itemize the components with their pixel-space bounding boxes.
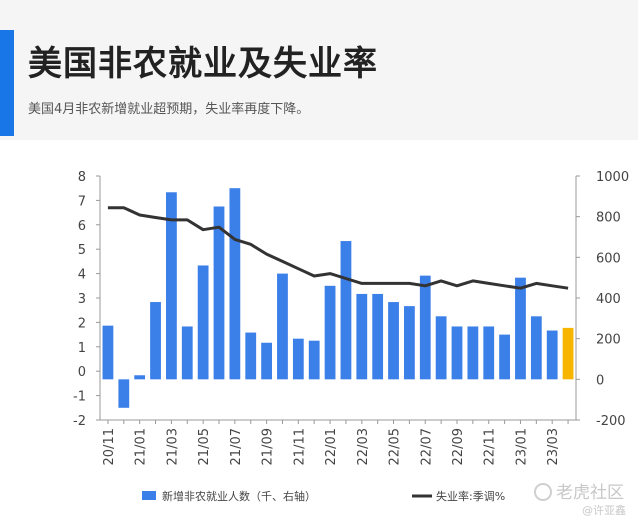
x-tick-label: 21/07 (229, 428, 244, 465)
bar (229, 188, 241, 380)
y-right-tick-label: 0 (596, 373, 604, 388)
bar (530, 316, 542, 380)
bar (324, 285, 336, 380)
bar (483, 326, 495, 380)
bar (419, 275, 431, 380)
watermark-logo-icon (534, 483, 552, 501)
x-tick-label: 22/01 (324, 428, 339, 465)
x-tick-label: 22/07 (419, 428, 434, 465)
x-tick-label: 23/03 (546, 428, 561, 465)
bar (308, 340, 320, 380)
y-left-tick-label: 7 (78, 194, 86, 209)
y-left-tick-label: 5 (78, 243, 86, 258)
bar (166, 192, 177, 380)
x-tick-label: 22/05 (388, 428, 403, 465)
chart: 8 7 6 5 4 3 2 1 0 -1 -2 1000 800 600 400 200 0 -200 20/11 2… (73, 170, 629, 503)
x-tick-label: 21/03 (165, 428, 180, 465)
page-subtitle: 美国4月非农新增就业超预期，失业率再度下降。 (28, 102, 310, 117)
bar (515, 277, 526, 380)
bar (150, 302, 161, 380)
y-right-tick-label: 800 (596, 211, 621, 226)
x-tick-label: 21/09 (261, 428, 276, 465)
x-tick-label: 22/11 (483, 428, 498, 465)
x-tick-label: 23/01 (514, 428, 529, 465)
bar (499, 334, 510, 380)
y-left-tick-label: 4 (78, 268, 86, 283)
bar (372, 293, 384, 380)
bar (245, 332, 257, 380)
watermark-text: 老虎社区 (556, 483, 624, 503)
y-left-tick-label: 8 (78, 170, 86, 185)
y-right-tick-label: 200 (596, 333, 621, 348)
unemployment-line (107, 206, 569, 290)
legend-bar-label: 新增非农就业人数（千、右轴） (162, 489, 316, 503)
bar (467, 326, 479, 380)
x-tick-label: 21/01 (134, 428, 149, 465)
bar (451, 326, 463, 380)
bar (134, 375, 146, 380)
bar (404, 306, 415, 380)
y-right-tick-label: 1000 (596, 170, 629, 185)
watermark-sub: @许亚鑫 (582, 504, 626, 517)
x-tick-label: 21/11 (292, 428, 307, 465)
watermark: 老虎社区 (534, 478, 624, 503)
x-tick-label: 22/03 (356, 428, 371, 465)
y-right-tick-label: -200 (596, 414, 626, 429)
bar (118, 379, 130, 408)
header-band (0, 0, 638, 140)
bar (340, 241, 352, 380)
bar (261, 342, 272, 380)
y-left-tick-label: 2 (78, 316, 86, 331)
bar (197, 265, 209, 380)
y-left-tick-label: 6 (78, 219, 86, 234)
bar (102, 325, 114, 380)
y-left-tick-label: 1 (78, 341, 86, 356)
x-tick-label: 20/11 (102, 428, 117, 465)
bar (181, 326, 193, 380)
y-left-tick-label: -1 (73, 390, 86, 405)
bar (435, 316, 447, 380)
bar-highlight (562, 327, 574, 380)
x-tick-label: 22/09 (451, 428, 466, 465)
y-right-tick-label: 400 (596, 292, 621, 307)
y-left-tick-label: 3 (78, 292, 86, 307)
y-left-tick-label: 0 (78, 365, 86, 380)
y-right-tick-label: 600 (596, 251, 621, 266)
bar (213, 206, 225, 380)
bar (292, 338, 304, 380)
y-left-tick-label: -2 (73, 414, 86, 429)
bar (546, 330, 558, 380)
accent-bar (0, 30, 14, 136)
x-tick-label: 21/05 (197, 428, 212, 465)
bar (277, 273, 288, 380)
legend-line-label: 失业率:季调% (436, 489, 505, 503)
bar (388, 302, 399, 380)
legend-bar-swatch (142, 491, 156, 500)
page-title: 美国非农就业及失业率 (28, 44, 378, 84)
bar (356, 293, 368, 380)
